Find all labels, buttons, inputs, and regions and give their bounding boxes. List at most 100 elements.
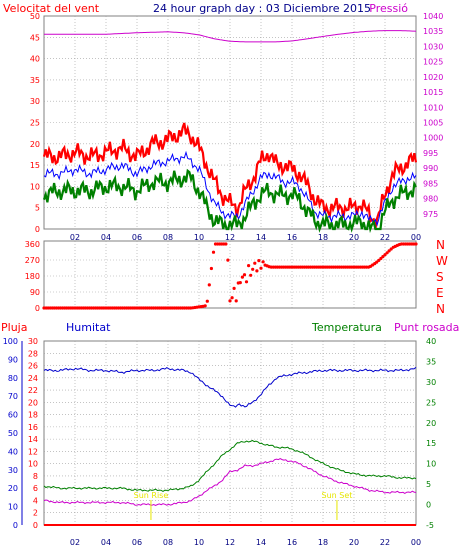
pressure-y-tick-label: 1020 [423,73,443,82]
humidity-temp-x-tick-label: 04 [101,538,111,547]
series-dew_point [43,458,417,506]
pressure-y-tick-label: 1025 [423,58,443,67]
rain-y-tick-label: 14 [28,435,38,444]
wind-x-tick-label: 00 [411,233,421,242]
pressure-y-tick-label: 990 [423,164,438,173]
wind-x-tick-label: 14 [256,233,266,242]
direction-point [244,280,249,284]
humidity-y-tick-label: 20 [8,484,18,493]
direction-point [228,299,232,303]
wind-x-tick-label: 04 [101,233,111,242]
wind-x-tick-label: 18 [318,233,328,242]
direction-y-tick-label: 360 [25,240,40,249]
direction-point [224,242,228,246]
direction-point [249,273,253,277]
direction-point [387,249,391,253]
rain-y-tick-label: 4 [33,496,38,505]
rain-y-tick-label: 8 [33,472,38,481]
wind-x-tick-label: 12 [225,233,235,242]
chart-title: 24 hour graph day : 03 Diciembre 2015 [153,2,371,15]
pressure-y-tick-label: 975 [423,210,438,219]
wind-y-tick-label: 30 [30,97,40,106]
humidity-y-tick-label: 30 [8,466,18,475]
direction-point [238,281,242,285]
direction-point [381,255,385,259]
direction-point [247,264,251,268]
direction-point [209,266,213,271]
temperature-y-tick-label: 5 [426,480,431,489]
rain-y-tick-label: 10 [28,460,38,469]
humidity-temp-x-tick-label: 00 [411,538,421,547]
humidity-temp-x-tick-label: 12 [225,538,235,547]
pressure-y-tick-label: 985 [423,179,438,188]
rain-y-tick-label: 6 [33,484,38,493]
direction-point [230,296,234,300]
direction-point [207,283,211,287]
temperature-axis-title: Temperatura [311,321,382,334]
wind-x-tick-label: 16 [287,233,297,242]
humidity-temp-x-tick-label: 14 [256,538,266,547]
pressure-y-tick-label: 1000 [423,134,443,143]
direction-compass-label: S [436,270,444,284]
rain-y-tick-label: 12 [28,447,38,456]
direction-compass-label: N [436,238,445,252]
direction-y-tick-label: 180 [25,272,40,281]
humidity-temp-x-tick-label: 20 [349,538,359,547]
temperature-y-tick-label: 30 [426,378,436,387]
rain-y-tick-label: 24 [28,374,38,383]
pressure-y-tick-label: 1040 [423,12,443,21]
wind-x-tick-label: 02 [70,233,80,242]
humidity-y-tick-label: 50 [8,429,18,438]
wind-y-tick-label: 20 [30,140,40,149]
direction-compass-label: N [436,302,445,316]
direction-point [414,242,418,246]
humidity-temp-x-tick-label: 02 [70,538,80,547]
wind-speed-axis-title: Velocitat del vent [3,2,100,15]
humidity-y-tick-label: 80 [8,374,18,383]
wind-series-gust [42,122,418,230]
humidity-y-tick-label: 70 [8,392,18,401]
temperature-y-tick-label: 25 [426,398,436,407]
series-temperature [43,439,417,492]
pressure-y-tick-label: 980 [423,195,438,204]
direction-point [232,286,236,290]
humidity-y-tick-label: 40 [8,447,18,456]
temperature-y-tick-label: 20 [426,419,436,428]
rain-y-tick-label: 0 [33,521,38,530]
rain-y-tick-label: 2 [33,509,38,518]
wind-x-tick-label: 08 [163,233,173,242]
humidity-temp-x-tick-label: 22 [380,538,390,547]
pressure-y-tick-label: 1010 [423,103,443,112]
humidity-y-tick-label: 0 [13,521,18,530]
sunrise-label: Sun Rise [134,491,169,500]
direction-point [234,299,238,303]
direction-point [242,273,247,277]
direction-point [255,269,259,273]
wind-y-tick-label: 45 [30,33,40,42]
rain-y-tick-label: 26 [28,362,38,371]
direction-compass-label: W [436,254,448,268]
sunset-label: Sun Set [321,491,352,500]
wind-y-tick-label: 40 [30,55,40,64]
temperature-y-tick-label: 0 [426,501,431,510]
temperature-y-tick-label: 15 [426,439,436,448]
temperature-y-tick-label: 10 [426,460,436,469]
pressure-y-tick-label: 1035 [423,27,443,36]
pressure-axis-title: Pressió [369,2,408,15]
wind-y-tick-label: 35 [30,76,40,85]
direction-point [379,256,383,261]
wind-y-tick-label: 50 [30,12,40,21]
wind-series-min [42,168,417,234]
wind-x-tick-label: 22 [380,233,390,242]
direction-compass-label: E [436,286,444,300]
wind-y-tick-label: 10 [30,182,40,191]
wind-y-tick-label: 0 [35,225,40,234]
direction-point [259,266,263,270]
pressure-y-tick-label: 1030 [423,42,443,51]
humidity-axis-title: Humitat [66,321,111,334]
temperature-y-tick-label: 35 [426,357,436,366]
humidity-y-tick-label: 100 [3,337,18,346]
series-humidity [43,366,417,408]
